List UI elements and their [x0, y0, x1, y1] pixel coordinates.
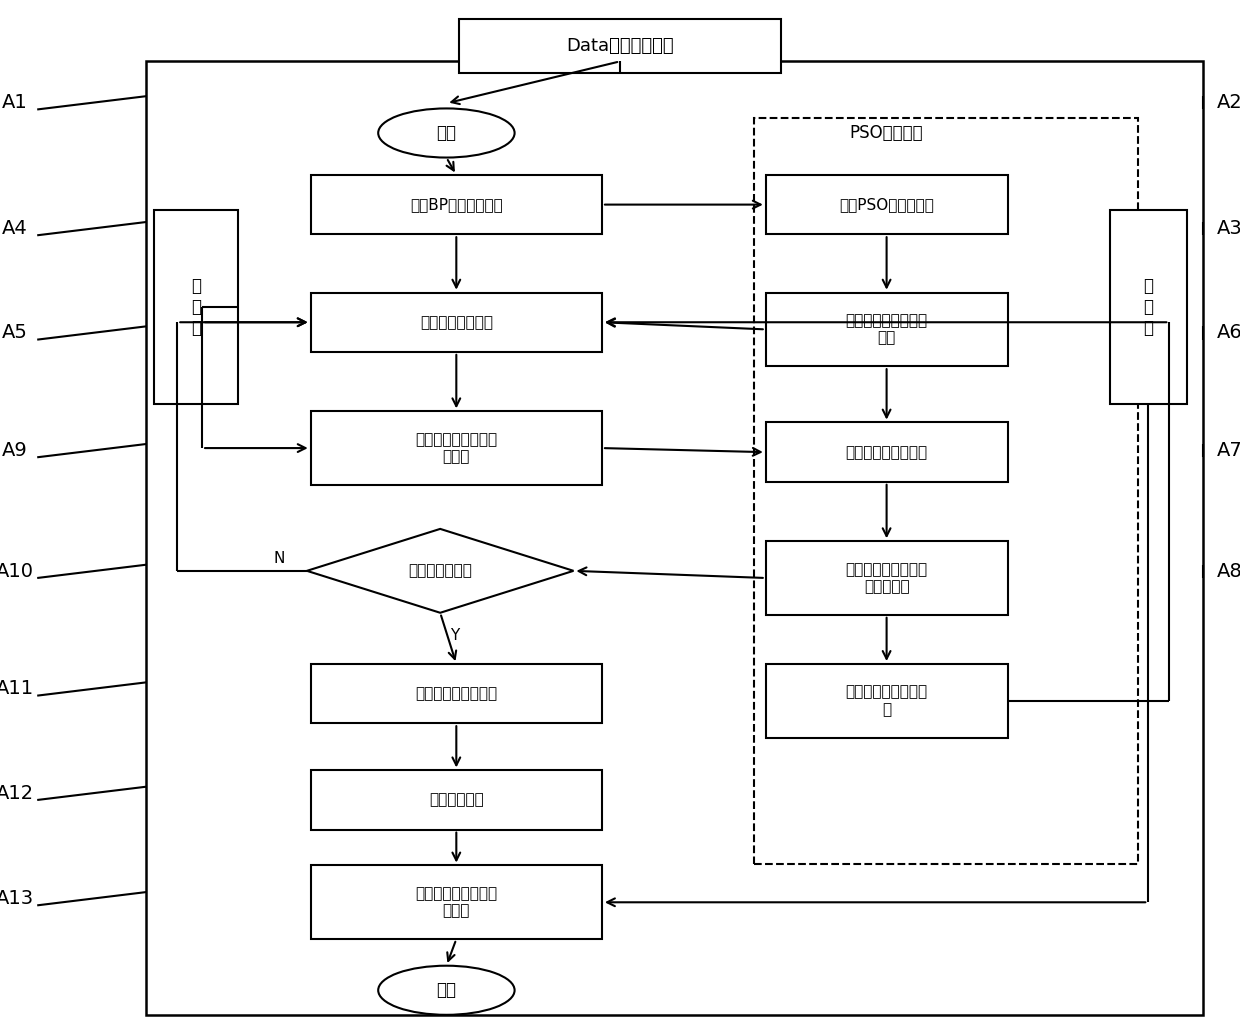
- FancyBboxPatch shape: [765, 541, 1007, 615]
- FancyBboxPatch shape: [765, 175, 1007, 234]
- Text: A1: A1: [2, 93, 27, 113]
- FancyBboxPatch shape: [310, 865, 603, 939]
- Text: Y: Y: [450, 628, 460, 642]
- FancyBboxPatch shape: [310, 411, 603, 485]
- FancyBboxPatch shape: [310, 664, 603, 723]
- Text: 更新粒子的速度、位
置: 更新粒子的速度、位 置: [846, 684, 928, 717]
- Text: A8: A8: [1218, 562, 1240, 581]
- FancyBboxPatch shape: [154, 210, 238, 404]
- Text: N: N: [274, 551, 285, 566]
- Text: 更新网络权值阈值: 更新网络权值阈值: [420, 315, 492, 329]
- Text: 测
试
集: 测 试 集: [1143, 277, 1153, 337]
- FancyBboxPatch shape: [765, 664, 1007, 738]
- Ellipse shape: [378, 966, 515, 1015]
- FancyBboxPatch shape: [310, 293, 603, 352]
- Text: 确定PSO粒子的维度: 确定PSO粒子的维度: [839, 197, 934, 212]
- Text: 训练好的网络: 训练好的网络: [429, 793, 484, 807]
- Text: A11: A11: [0, 679, 33, 699]
- Text: A5: A5: [2, 323, 27, 343]
- Ellipse shape: [378, 108, 515, 158]
- Text: A9: A9: [2, 441, 27, 460]
- Text: 训
练
集: 训 练 集: [191, 277, 201, 337]
- Text: A13: A13: [0, 889, 33, 908]
- Polygon shape: [306, 529, 573, 613]
- Text: 初始化粒子的速度、
位置: 初始化粒子的速度、 位置: [846, 313, 928, 346]
- Text: 寻找粒子的个体极值
与群体极值: 寻找粒子的个体极值 与群体极值: [846, 562, 928, 594]
- Text: A2: A2: [1218, 93, 1240, 113]
- Text: A6: A6: [1218, 323, 1240, 343]
- Text: A4: A4: [2, 219, 27, 238]
- FancyBboxPatch shape: [459, 19, 781, 73]
- Text: 开始: 开始: [436, 124, 456, 142]
- Text: 确定BP网络拓扑结构: 确定BP网络拓扑结构: [410, 197, 502, 212]
- Text: Data导入并归一化: Data导入并归一化: [567, 37, 673, 55]
- Text: PSO参数优化: PSO参数优化: [849, 124, 924, 142]
- Text: A10: A10: [0, 562, 33, 581]
- Text: 满足结束条件？: 满足结束条件？: [408, 564, 472, 578]
- FancyBboxPatch shape: [310, 175, 603, 234]
- Text: 计算粒子的适应度值: 计算粒子的适应度值: [846, 445, 928, 459]
- Text: A3: A3: [1218, 219, 1240, 238]
- Text: 获得最优权值及阈值: 获得最优权值及阈值: [415, 686, 497, 701]
- Text: 结束: 结束: [436, 981, 456, 999]
- FancyBboxPatch shape: [1110, 210, 1187, 404]
- Text: A12: A12: [0, 784, 33, 803]
- Text: 对测试数据集进行故
障诊断: 对测试数据集进行故 障诊断: [415, 886, 497, 919]
- FancyBboxPatch shape: [765, 422, 1007, 482]
- Text: A7: A7: [1218, 441, 1240, 460]
- Text: 对训练数据集进行故
障诊断: 对训练数据集进行故 障诊断: [415, 432, 497, 464]
- FancyBboxPatch shape: [765, 293, 1007, 366]
- FancyBboxPatch shape: [310, 770, 603, 830]
